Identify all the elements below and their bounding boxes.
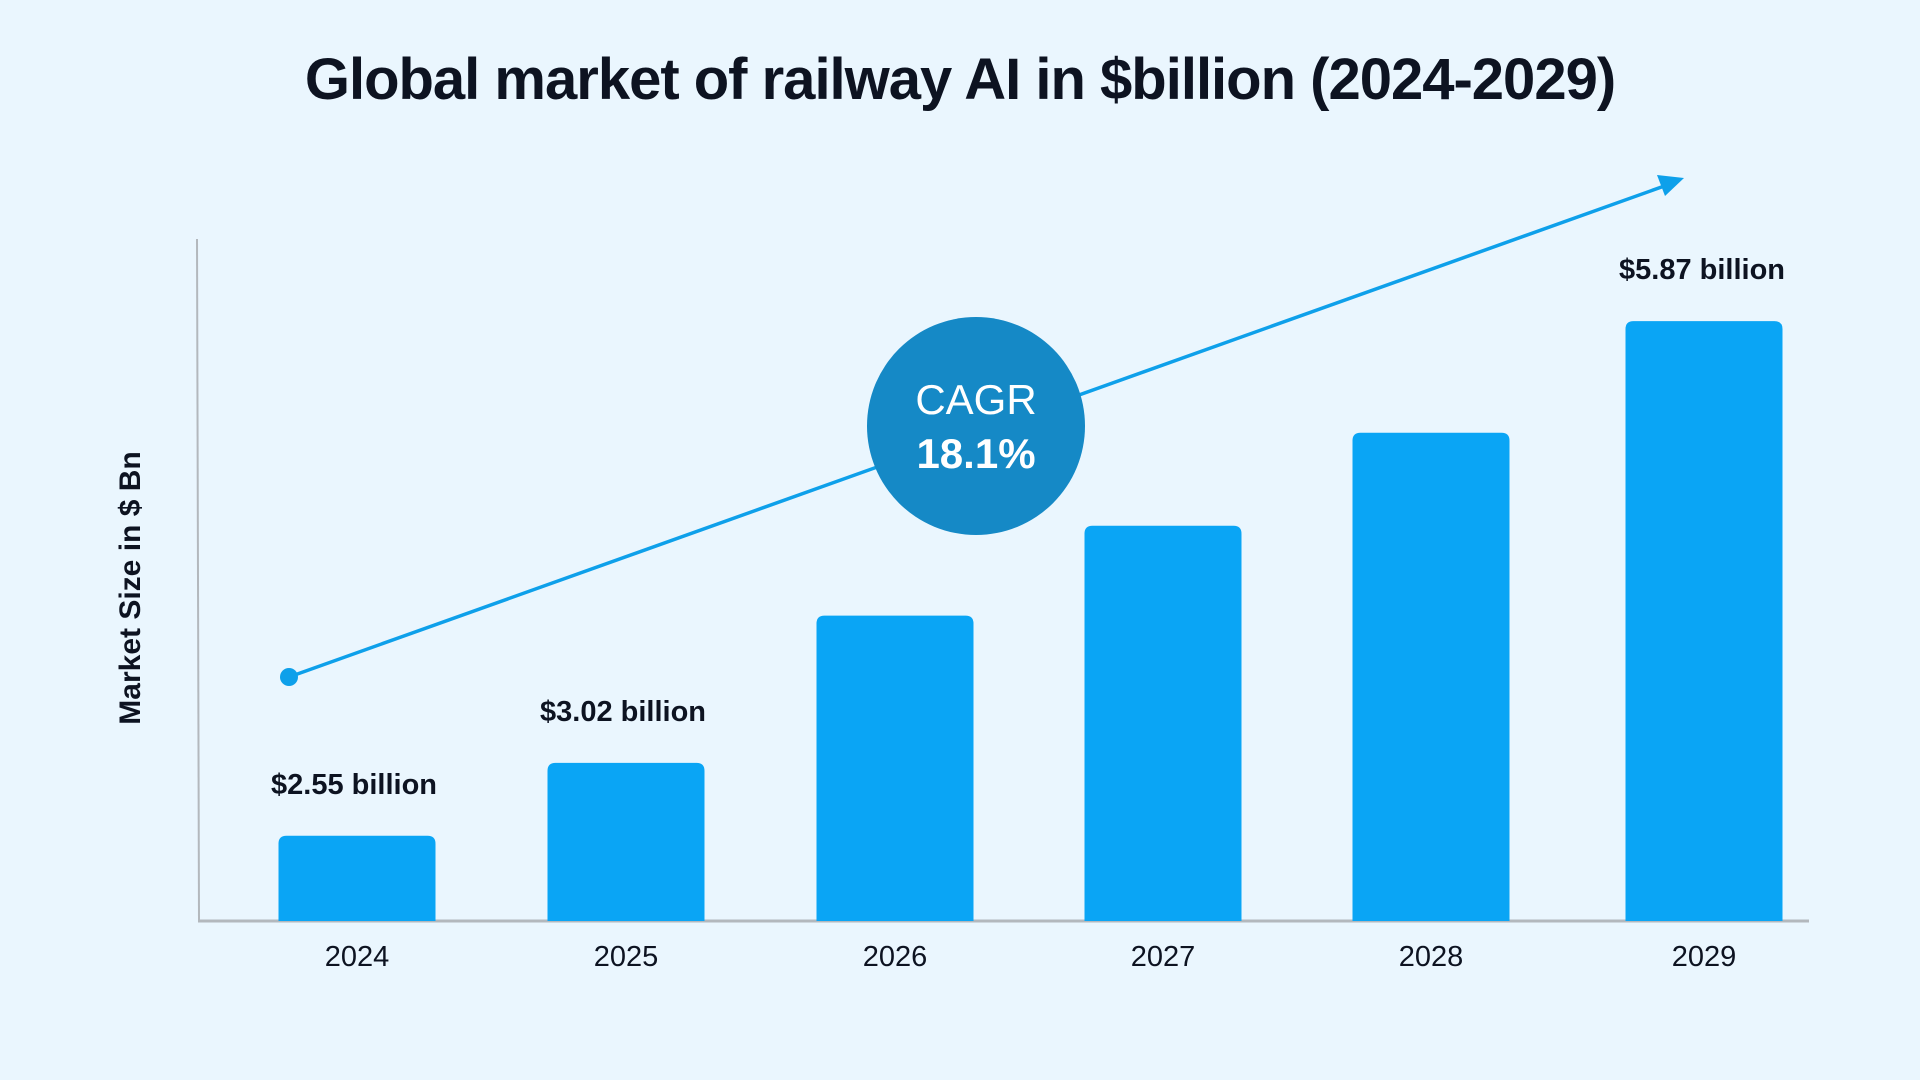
bar-2029 <box>1625 321 1783 921</box>
x-tick-label: 2027 <box>1131 941 1196 973</box>
x-tick-label: 2026 <box>863 941 928 973</box>
x-tick-label: 2025 <box>594 941 659 973</box>
cagr-value: 18.1% <box>916 430 1035 477</box>
x-tick-label: 2024 <box>325 941 390 973</box>
arrowhead-icon <box>1657 175 1684 196</box>
bar-2027 <box>1084 525 1242 921</box>
chart-title: Global market of railway AI in $billion … <box>304 47 1616 112</box>
bar-2026 <box>816 615 974 921</box>
trend-start-dot <box>280 668 298 686</box>
bar-2028 <box>1352 432 1510 921</box>
x-tick-label: 2028 <box>1399 941 1464 973</box>
bar-2025 <box>547 762 705 921</box>
y-axis-line <box>196 238 200 922</box>
x-tick-label: 2029 <box>1672 941 1737 973</box>
data-label: $2.55 billion <box>271 769 437 801</box>
cagr-label: CAGR <box>915 376 1036 423</box>
cagr-badge: CAGR 18.1% <box>867 317 1085 535</box>
bar-2024 <box>278 835 436 921</box>
data-label: $3.02 billion <box>540 696 706 728</box>
data-label: $5.87 billion <box>1619 254 1785 286</box>
cagr-circle <box>867 317 1085 535</box>
